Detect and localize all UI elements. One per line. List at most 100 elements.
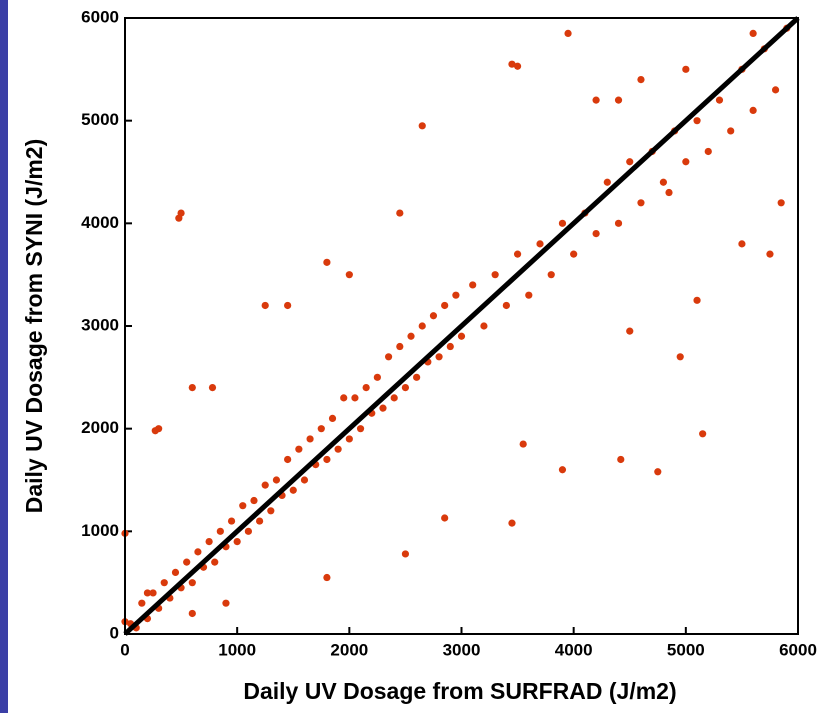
point: [233, 538, 241, 546]
point: [519, 440, 527, 448]
point: [244, 527, 252, 535]
x-tick-label: 1000: [218, 640, 256, 659]
point: [727, 127, 735, 135]
point: [356, 425, 365, 433]
point: [429, 312, 438, 320]
x-tick-label: 6000: [779, 640, 817, 659]
point: [536, 240, 544, 248]
point: [351, 394, 359, 402]
point: [749, 29, 757, 37]
point: [407, 332, 415, 340]
point: [171, 568, 180, 577]
y-tick-label: 3000: [81, 315, 119, 334]
y-tick-label: 2000: [81, 418, 119, 437]
point: [160, 579, 168, 587]
point: [396, 342, 404, 351]
point: [250, 496, 258, 505]
point: [659, 178, 668, 186]
point: [183, 558, 191, 566]
y-tick-label: 4000: [81, 213, 119, 232]
point: [592, 96, 600, 104]
y-axis-title: Daily UV Dosage from SYNI (J/m2): [21, 139, 47, 514]
y-tick-label: 0: [110, 623, 119, 642]
point: [208, 384, 217, 392]
point: [373, 373, 381, 381]
point: [295, 445, 303, 453]
point: [345, 435, 353, 443]
point: [614, 219, 623, 227]
plot-frame: [124, 17, 799, 635]
point: [508, 60, 516, 68]
point: [284, 455, 292, 464]
point: [491, 271, 499, 279]
x-tick-label: 4000: [555, 640, 593, 659]
point: [676, 353, 684, 361]
point: [435, 353, 443, 361]
point: [211, 558, 219, 566]
point: [614, 96, 623, 104]
point: [637, 76, 645, 84]
point: [149, 589, 157, 597]
point: [289, 486, 297, 494]
point: [151, 427, 159, 435]
y-tick-label: 1000: [81, 521, 119, 540]
point: [323, 258, 331, 266]
point: [452, 291, 460, 299]
point: [175, 214, 183, 222]
point: [188, 384, 196, 392]
point: [665, 188, 673, 197]
point: [222, 599, 230, 607]
point: [441, 301, 449, 310]
point: [682, 65, 690, 73]
point: [267, 507, 275, 515]
point: [362, 384, 370, 392]
point: [328, 414, 337, 422]
point: [306, 435, 314, 443]
point: [766, 250, 774, 258]
x-tick-label: 0: [120, 640, 129, 659]
point: [418, 122, 426, 130]
point: [401, 550, 410, 558]
point: [390, 394, 398, 402]
point: [323, 455, 331, 464]
point: [626, 327, 634, 335]
point: [480, 322, 488, 330]
point: [693, 117, 701, 125]
point: [749, 106, 757, 114]
point: [626, 158, 634, 166]
point: [592, 230, 600, 238]
point: [558, 466, 567, 474]
x-axis-title: Daily UV Dosage from SURFRAD (J/m2): [243, 678, 676, 704]
point: [396, 209, 404, 217]
x-tick-label: 2000: [330, 640, 368, 659]
point: [418, 322, 426, 330]
point: [617, 455, 625, 464]
point: [508, 519, 516, 527]
point: [693, 296, 701, 304]
point: [603, 178, 611, 186]
point: [384, 353, 393, 361]
point: [345, 271, 353, 279]
point: [256, 517, 264, 525]
point: [446, 342, 454, 351]
point: [525, 291, 533, 299]
point: [379, 404, 387, 412]
point: [777, 199, 785, 207]
point: [654, 468, 662, 476]
point: [771, 86, 780, 94]
point: [205, 538, 213, 546]
point: [284, 301, 292, 310]
point: [699, 430, 707, 438]
point: [682, 158, 690, 166]
reference-line: [123, 16, 800, 636]
point: [570, 250, 578, 258]
point: [704, 147, 712, 156]
point: [413, 373, 421, 381]
x-tick-label: 5000: [667, 640, 705, 659]
point: [441, 514, 449, 522]
y-tick-label: 5000: [81, 110, 119, 129]
x-tick-label: 3000: [443, 640, 481, 659]
point: [502, 301, 510, 310]
point: [188, 609, 196, 618]
point: [317, 425, 325, 433]
